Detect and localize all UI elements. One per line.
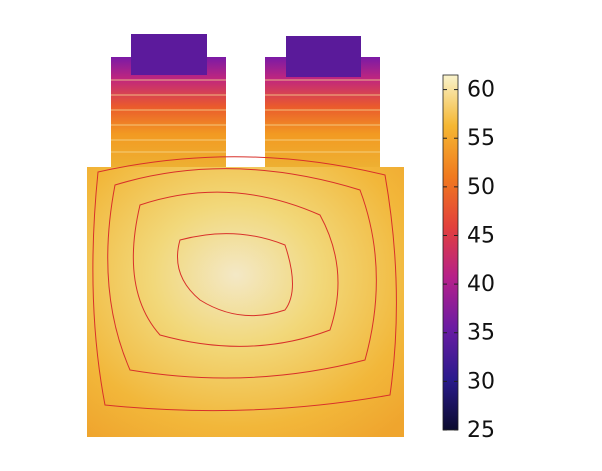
cap (131, 34, 207, 75)
main-contours (92, 156, 397, 412)
colorbar (442, 74, 459, 431)
tick-label: 60 (467, 78, 495, 103)
main-body (87, 167, 404, 437)
tick-label: 35 (467, 321, 495, 346)
cap (286, 36, 361, 77)
field (87, 34, 404, 437)
tick-label: 50 (467, 175, 495, 200)
block (111, 57, 226, 167)
block-contours (111, 79, 380, 153)
tick-label: 25 (467, 418, 495, 443)
tick-label: 30 (467, 369, 495, 394)
tick-label: 45 (467, 223, 495, 248)
tick-label: 55 (467, 126, 495, 151)
tick-label: 40 (467, 272, 495, 297)
